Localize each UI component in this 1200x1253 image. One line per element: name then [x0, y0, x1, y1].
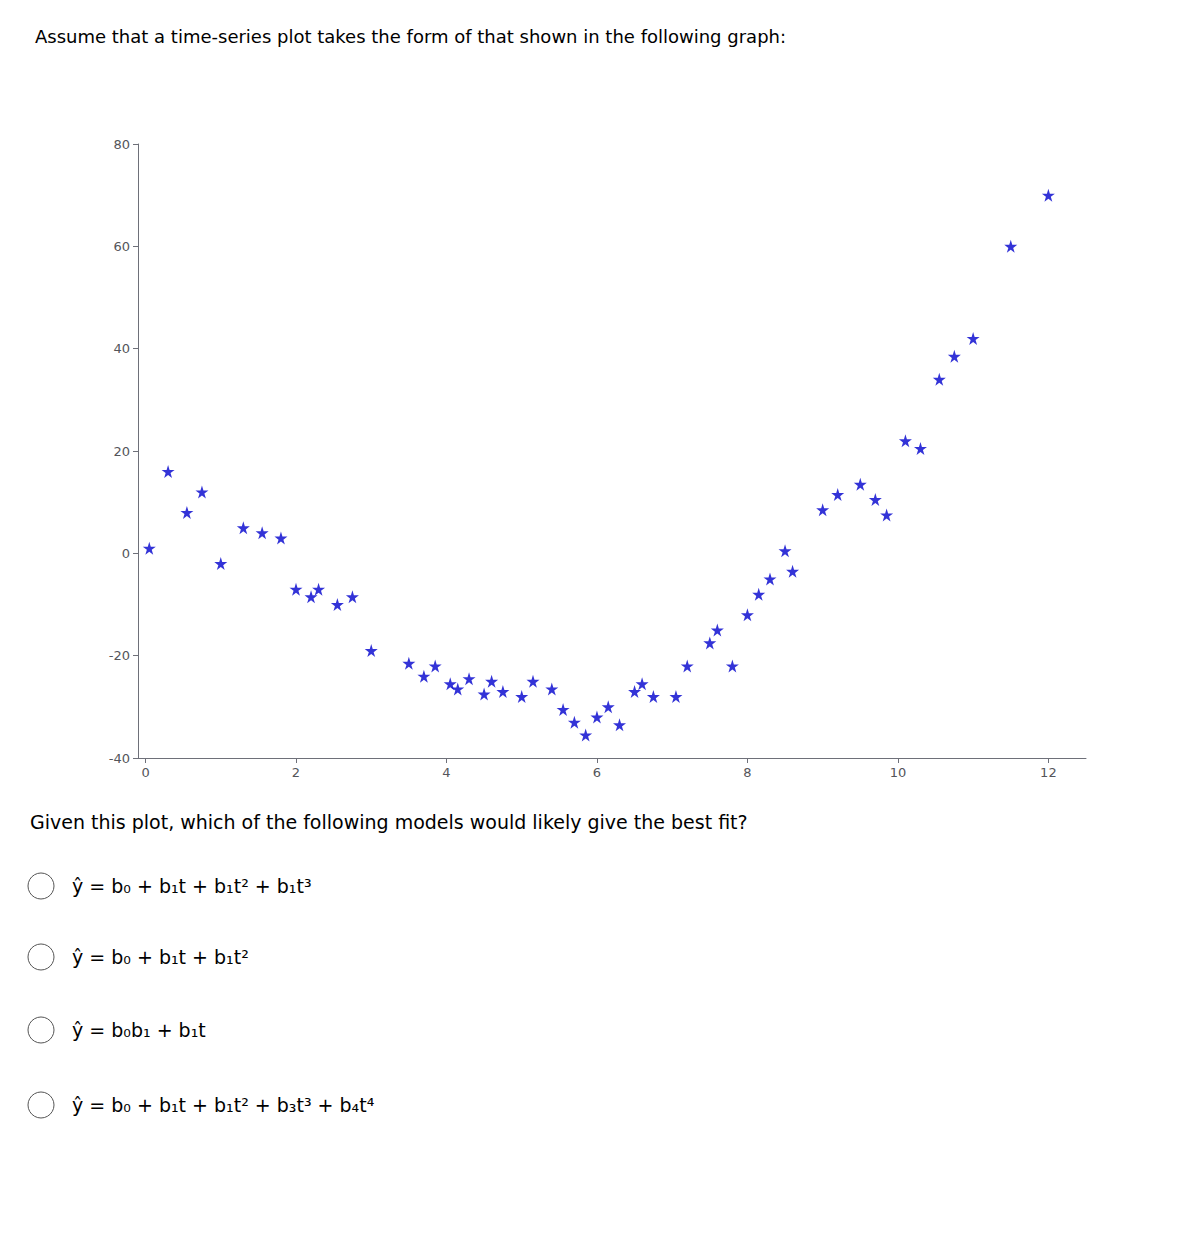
svg-text:-20: -20 [109, 648, 130, 663]
svg-text:10: 10 [890, 765, 907, 780]
svg-text:ŷ = b₀ + b₁t + b₁t²: ŷ = b₀ + b₁t + b₁t² [72, 946, 249, 968]
svg-text:Given this plot, which of the: Given this plot, which of the following … [30, 811, 748, 833]
svg-text:80: 80 [113, 137, 130, 152]
svg-text:40: 40 [113, 341, 130, 356]
svg-text:6: 6 [593, 765, 601, 780]
svg-text:12: 12 [1040, 765, 1057, 780]
svg-text:2: 2 [292, 765, 300, 780]
svg-text:0: 0 [141, 765, 149, 780]
svg-text:-40: -40 [109, 751, 130, 766]
svg-text:4: 4 [442, 765, 450, 780]
svg-text:Assume that a time-series plot: Assume that a time-series plot takes the… [35, 26, 786, 47]
svg-text:0: 0 [122, 546, 130, 561]
svg-text:8: 8 [743, 765, 751, 780]
svg-text:ŷ = b₀ + b₁t + b₁t² + b₃t³ + b: ŷ = b₀ + b₁t + b₁t² + b₃t³ + b₄t⁴ [72, 1094, 375, 1116]
svg-text:60: 60 [113, 239, 130, 254]
svg-text:ŷ = b₀ + b₁t + b₁t² + b₁t³: ŷ = b₀ + b₁t + b₁t² + b₁t³ [72, 875, 312, 897]
svg-text:20: 20 [113, 444, 130, 459]
svg-text:ŷ = b₀b₁ + b₁t: ŷ = b₀b₁ + b₁t [72, 1019, 206, 1041]
